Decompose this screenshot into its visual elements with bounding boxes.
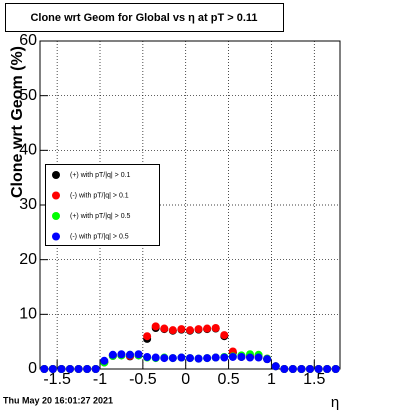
x-tick-label: -1.5 <box>43 371 71 388</box>
marker <box>228 352 237 361</box>
y-tick-label: 50 <box>19 87 37 104</box>
marker <box>151 322 160 331</box>
marker <box>57 365 66 373</box>
marker <box>323 365 332 373</box>
y-tick-label: 0 <box>28 360 37 377</box>
marker <box>143 352 152 361</box>
marker <box>66 365 74 373</box>
legend-marker <box>52 171 60 179</box>
marker <box>48 365 57 373</box>
marker <box>40 365 49 373</box>
marker <box>151 353 160 362</box>
x-tick-label: 0.5 <box>217 371 239 388</box>
title-box <box>5 3 284 32</box>
legend-box <box>45 164 160 246</box>
marker <box>288 365 297 373</box>
marker <box>194 354 203 363</box>
marker <box>160 354 169 363</box>
legend: (+) with pT/|q| > 0.1 (-) with pT/|q| > 0… <box>45 164 160 246</box>
marker <box>314 365 323 373</box>
marker <box>211 353 220 362</box>
x-tick-label: 1.5 <box>303 371 325 388</box>
plot-area: 0 10 20 30 40 50 60 -1.5 -1 -0.5 0 0.5 1 1.5 <box>19 32 341 388</box>
x-tick-label: -1 <box>93 371 107 388</box>
marker <box>237 352 246 361</box>
y-tick-label: 40 <box>19 142 37 159</box>
marker <box>74 365 83 373</box>
marker <box>203 354 212 363</box>
chart-title: Clone wrt Geom for Global vs η at pT > 0… <box>30 12 257 24</box>
marker <box>186 354 194 363</box>
marker <box>297 365 306 373</box>
y-axis-label: Clone wrt Geom (%) <box>9 46 26 198</box>
marker <box>134 350 143 359</box>
legend-marker <box>52 191 60 200</box>
marker <box>177 325 186 334</box>
marker <box>203 324 212 333</box>
legend-label: (+) with pT/|q| > 0.1 <box>70 172 131 179</box>
marker <box>331 365 340 373</box>
y-tick-label: 60 <box>19 32 37 49</box>
footer-date: Thu May 20 16:01:27 2021 <box>3 395 113 405</box>
x-tick-label: 1 <box>267 371 276 388</box>
legend-label: (-) with pT/|q| > 0.5 <box>70 233 129 240</box>
marker <box>211 324 220 332</box>
marker <box>143 332 152 341</box>
marker <box>263 355 272 364</box>
marker <box>254 353 263 362</box>
y-tick-label: 10 <box>19 306 37 323</box>
marker <box>100 356 109 365</box>
marker <box>280 365 289 373</box>
x-tick-label: 0 <box>181 371 190 388</box>
marker <box>306 365 314 373</box>
y-tick-label: 20 <box>19 251 37 268</box>
marker <box>168 354 177 363</box>
marker <box>126 350 134 359</box>
marker <box>168 326 177 335</box>
marker <box>177 353 186 362</box>
legend-label: (+) with pT/|q| > 0.5 <box>70 213 131 220</box>
marker <box>108 350 117 359</box>
y-tick-label: 30 <box>19 196 37 213</box>
marker <box>186 326 194 335</box>
frame <box>39 40 341 370</box>
marker <box>194 325 203 334</box>
legend-marker <box>52 212 60 220</box>
marker <box>220 353 229 362</box>
marker <box>83 365 92 373</box>
legend-label: (-) with pT/|q| > 0.1 <box>70 192 129 199</box>
marker <box>117 350 126 359</box>
legend-marker <box>52 232 60 241</box>
marker <box>246 353 254 362</box>
marker <box>91 365 100 373</box>
x-tick-label: -0.5 <box>129 371 157 388</box>
marker <box>160 324 169 333</box>
x-axis-label: η <box>331 394 339 410</box>
marker <box>220 331 229 340</box>
marker <box>271 362 280 371</box>
